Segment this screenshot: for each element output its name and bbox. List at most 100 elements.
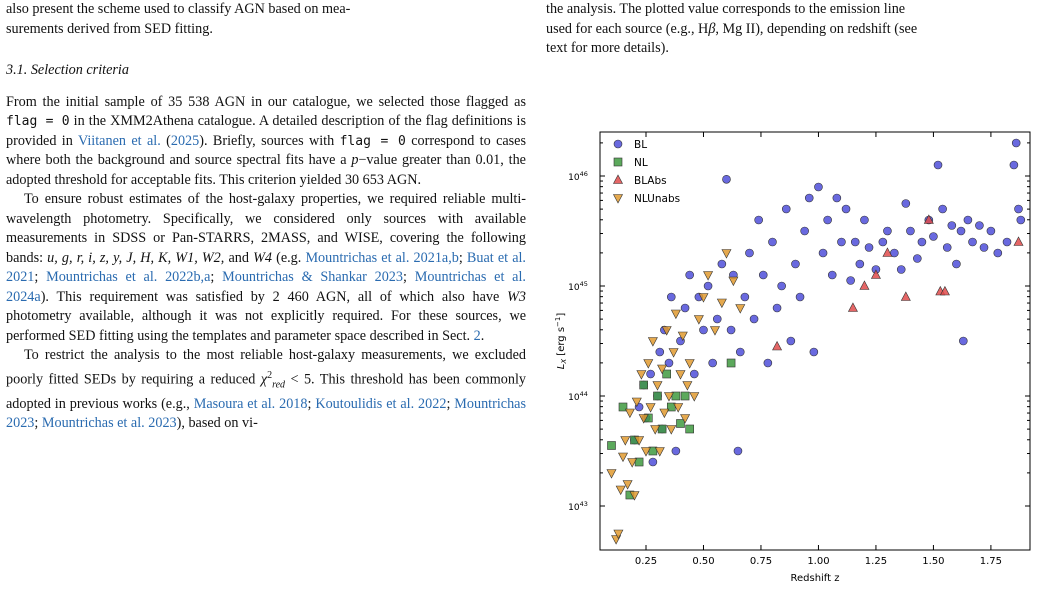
x-tick-label: 0.75 [750, 556, 772, 567]
plot-frame [599, 131, 1031, 551]
data-point-bl [901, 199, 911, 208]
data-point-bl [947, 221, 957, 230]
data-point-bl [804, 193, 814, 203]
data-point-nlunabs [721, 249, 732, 259]
data-point-bl [864, 243, 874, 252]
data-point-nlunabs [684, 359, 695, 369]
right-text-column: the analysis. The plotted value correspo… [546, 0, 1046, 59]
data-point-bl [878, 237, 888, 247]
data-point-nlunabs [675, 370, 686, 380]
legend-label-nl: NL [634, 157, 648, 169]
data-point-bl [827, 270, 837, 280]
citation-link[interactable]: Mountrichas et al. 2021a,b [305, 249, 459, 266]
data-point-bl [699, 325, 708, 335]
data-point-nl [639, 380, 648, 390]
data-point-nlunabs [728, 276, 739, 287]
data-point-nlunabs [689, 392, 700, 402]
data-point-bl [846, 276, 855, 285]
data-point-bl [772, 303, 782, 313]
data-point-bl [712, 314, 722, 324]
data-point-bl [795, 292, 805, 302]
data-point-bl [664, 358, 674, 368]
citation-link[interactable]: Buat et al. 2021 [6, 249, 526, 286]
data-point-nlunabs [634, 436, 645, 446]
data-point-blabs [847, 302, 858, 312]
data-point-nlunabs [673, 403, 684, 413]
data-point-bl [1016, 215, 1026, 225]
data-point-bl [959, 336, 968, 346]
legend-label-bl: BL [634, 139, 647, 151]
data-point-nlunabs [617, 452, 628, 463]
y-tick-label: 1043 [568, 500, 588, 513]
scatter-chart: 0.25 0.50 0.75 1.00 1.25 1.50 1.75 10431044104… [554, 131, 1031, 584]
data-point-bl [906, 226, 915, 236]
data-point-nl [662, 369, 671, 379]
legend-marker-nlunabs [613, 194, 623, 204]
citation-link[interactable]: 2025 [170, 132, 200, 149]
citation-link[interactable]: Mountrichas et al. 2022b,a [46, 269, 211, 285]
data-point-nl [676, 419, 685, 428]
citation-link[interactable]: Koutoulidis et al. 2022 [315, 395, 447, 412]
data-point-bl [883, 226, 892, 236]
data-point-bl [938, 204, 947, 214]
data-point-blabs [1013, 236, 1024, 246]
data-point-bl [975, 221, 984, 230]
data-point-nl [607, 441, 616, 450]
data-point-nl [685, 424, 694, 434]
data-point-bl [850, 237, 860, 247]
data-point-bl [933, 160, 943, 170]
data-point-blabs [772, 340, 783, 351]
data-point-bl [1011, 138, 1021, 148]
data-point-bl [689, 369, 699, 379]
citation-link[interactable]: Mountrichas & Shankar 2023 [222, 269, 403, 285]
data-point-nlunabs [615, 485, 626, 496]
data-point-bl [841, 204, 851, 214]
legend-marker-blabs [613, 174, 623, 184]
data-point-blabs [882, 247, 893, 257]
data-point-nlunabs [693, 315, 704, 325]
data-point-nlunabs [650, 425, 661, 435]
data-point-bl [777, 281, 786, 291]
data-point-nlunabs [716, 298, 727, 309]
data-point-nlunabs [668, 348, 679, 358]
y-tick-label: 1046 [568, 170, 588, 183]
data-point-bl [745, 248, 754, 258]
data-point-nlunabs [698, 293, 709, 303]
paragraph-selection-flag: From the initial sample of 35 538 AGN in… [6, 93, 526, 188]
data-point-bl [832, 193, 842, 203]
data-point-nl [726, 358, 736, 368]
x-tick-label: 1.75 [980, 556, 1002, 567]
citation-link[interactable]: Viitanen et al. [77, 132, 161, 149]
legend-label-nlunabs: NLUnabs [634, 193, 680, 205]
data-point-bl [703, 281, 713, 291]
data-point-blabs [923, 214, 934, 224]
data-point-nlunabs [659, 408, 670, 419]
data-point-bl [763, 358, 773, 368]
data-point-bl [749, 314, 759, 324]
data-point-bl [680, 303, 690, 313]
citation-link[interactable]: Mountrichas et al. 2024a [6, 269, 526, 305]
section-link[interactable]: 2 [473, 327, 481, 344]
citation-link[interactable]: Mountrichas et al. 2023 [41, 415, 177, 432]
data-point-nlunabs [682, 381, 693, 391]
data-point-bl [942, 243, 952, 252]
data-point-bl [1002, 237, 1012, 247]
data-point-bl [968, 237, 977, 247]
data-point-bl [800, 226, 809, 236]
data-point-bl [646, 369, 655, 379]
data-point-bl [666, 292, 676, 302]
data-point-bl [726, 325, 736, 335]
data-point-bl [685, 270, 694, 280]
citation-link[interactable]: Masoura et al. 2018 [193, 395, 308, 412]
data-point-bl [809, 347, 819, 357]
citation-link[interactable]: Mountrichas 2023 [6, 395, 526, 432]
x-tick-label: 1.25 [865, 556, 887, 567]
data-point-nlunabs [670, 309, 681, 320]
paragraph-photometry: To ensure robust estimates of the host-g… [6, 191, 526, 344]
data-point-bl [956, 226, 966, 236]
data-point-nlunabs [735, 304, 746, 314]
data-point-nlunabs [652, 381, 663, 391]
data-point-nlunabs [657, 364, 668, 375]
data-point-nlunabs [640, 447, 651, 457]
data-point-bl [986, 226, 996, 236]
